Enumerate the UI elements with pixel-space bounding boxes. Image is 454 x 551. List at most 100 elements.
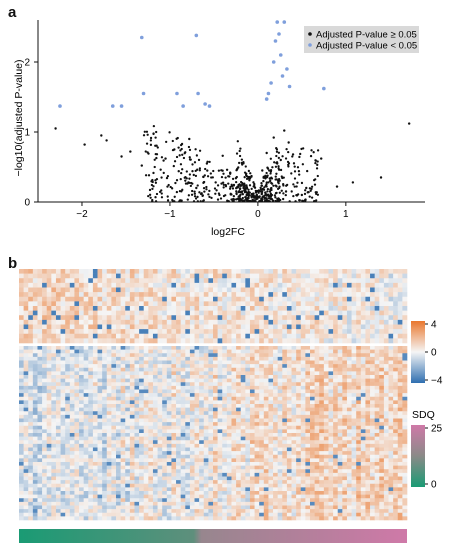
point-ns-cloud (277, 197, 281, 201)
heat-cell (351, 360, 357, 365)
heat-cell (402, 458, 408, 463)
heat-cell (60, 367, 66, 372)
heat-cell (249, 353, 255, 358)
heat-cell (249, 378, 255, 383)
heat-cell (268, 411, 274, 416)
heat-cell (28, 462, 34, 466)
heat-cell (374, 367, 380, 372)
heat-cell (291, 414, 297, 419)
heat-cell (245, 324, 251, 330)
point-ns-cloud (190, 193, 194, 196)
heat-cell (171, 400, 177, 405)
heat-cell (74, 356, 80, 361)
heat-cell (19, 429, 24, 434)
point-ns-cloud (247, 192, 250, 196)
point-ns-cloud (278, 191, 281, 194)
point-ns-cloud (241, 193, 245, 196)
heat-cell (162, 356, 168, 361)
heat-cell (360, 378, 366, 383)
heat-cell (397, 469, 403, 474)
heat-cell (351, 310, 357, 316)
heat-cell (125, 310, 131, 316)
heat-cell (388, 411, 394, 416)
heat-cell (305, 324, 311, 330)
heat-cell (162, 411, 168, 416)
heat-cell (236, 292, 242, 298)
heat-cell (143, 436, 149, 441)
heat-cell (60, 353, 66, 358)
heat-cell (116, 353, 121, 358)
heat-cell (249, 296, 255, 302)
heat-cell (152, 353, 158, 358)
heat-cell (185, 278, 191, 284)
heat-cell (282, 469, 288, 474)
heat-cell (32, 310, 38, 316)
heat-cell (379, 414, 385, 419)
heat-cell (245, 422, 251, 427)
heat-cell (286, 296, 292, 302)
heat-cell (254, 310, 260, 316)
heat-cell (23, 306, 29, 311)
point-ns-cloud (304, 189, 307, 192)
heat-cell (79, 404, 84, 408)
point-ns-cloud (245, 186, 249, 189)
heat-cell (129, 407, 135, 412)
heat-cell (245, 407, 251, 412)
heat-cell (199, 364, 205, 369)
heat-cell (374, 451, 380, 456)
heat-cell (32, 367, 38, 372)
heat-cell (97, 364, 103, 369)
heat-cell (245, 378, 251, 383)
heat-cell (74, 393, 80, 398)
heat-cell (69, 367, 75, 372)
heat-cell (383, 400, 389, 405)
point-ns-cloud (149, 136, 153, 140)
heat-cell (337, 447, 343, 452)
heat-cell (300, 382, 306, 387)
heat-cell (106, 287, 112, 293)
heat-cell (393, 454, 399, 459)
heat-cell (92, 433, 98, 437)
heat-cell (180, 436, 186, 441)
heat-cell (310, 306, 315, 311)
heat-cell (213, 356, 218, 361)
heat-cell (111, 436, 117, 441)
heat-cell (106, 269, 112, 274)
heat-cell (111, 356, 117, 361)
heat-cell (351, 414, 357, 419)
heat-cell (106, 278, 112, 284)
heat-cell (310, 451, 315, 456)
heat-cell (305, 375, 311, 379)
heat-cell (37, 454, 43, 459)
heat-cell (42, 338, 48, 344)
heat-cell (249, 443, 255, 448)
point-nonsignificant (105, 139, 108, 142)
heat-cell (231, 296, 237, 302)
heat-cell (162, 465, 168, 470)
heat-cell (277, 269, 283, 274)
heat-cell (213, 338, 218, 344)
heat-cell (296, 433, 302, 437)
heat-cell (222, 407, 228, 412)
heat-cell (333, 338, 339, 344)
heat-cell (254, 393, 260, 398)
heat-cell (305, 287, 311, 293)
heat-cell (157, 418, 163, 423)
heat-cell (360, 385, 366, 390)
heat-cell (300, 364, 306, 369)
heat-cell (397, 393, 403, 398)
heat-cell (337, 301, 343, 307)
point-ns-cloud (213, 187, 217, 190)
heat-cell (185, 360, 191, 365)
heat-cell (402, 400, 408, 405)
heat-cell (393, 458, 399, 463)
heat-cell (111, 378, 117, 383)
heat-cell (102, 411, 108, 416)
heat-cell (120, 393, 126, 398)
heat-cell (69, 278, 75, 284)
point-ns-cloud (204, 167, 207, 171)
heat-cell (263, 371, 269, 376)
point-ns-cloud (173, 200, 176, 203)
heat-cell (139, 287, 145, 293)
heat-cell (305, 425, 311, 430)
